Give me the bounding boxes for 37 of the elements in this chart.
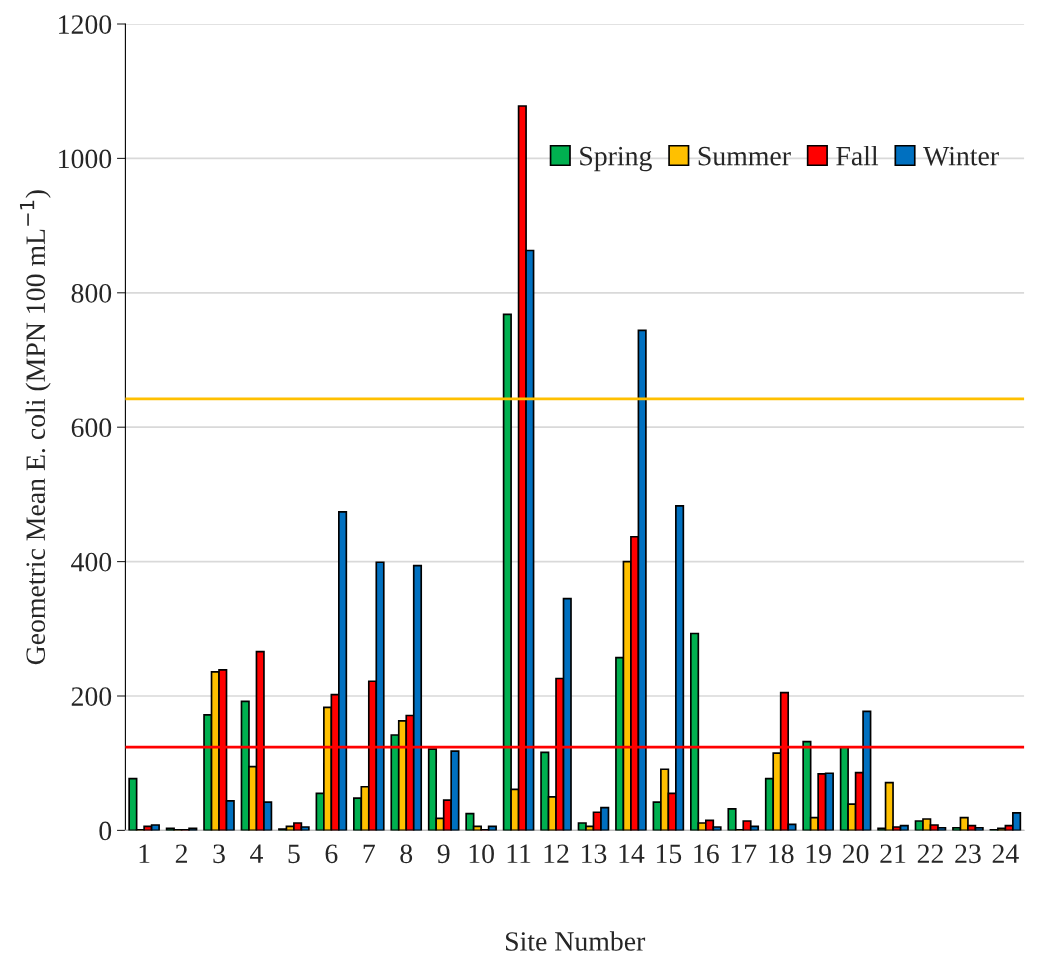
x-tick-label: 9 bbox=[437, 844, 450, 864]
x-tick-label: 16 bbox=[694, 844, 719, 864]
x-tick-label: 4 bbox=[250, 844, 263, 863]
x-tick-label: 2 bbox=[175, 844, 187, 863]
x-tick-label: 3 bbox=[213, 844, 225, 864]
x-tick-label: 18 bbox=[769, 844, 794, 864]
y-tick-label: 600 bbox=[71, 418, 112, 438]
x-tick-label: 24 bbox=[992, 844, 1019, 863]
y-axis-title: Geometric Mean E. coli (MPN 100 mL$^{−1}$) bbox=[19, 190, 51, 665]
x-tick-label: 1 bbox=[139, 844, 150, 863]
legend-label: Winter bbox=[923, 146, 999, 166]
x-tick-label: 14 bbox=[619, 844, 645, 863]
x-axis-title: Site Number bbox=[506, 931, 646, 951]
x-tick-label: 20 bbox=[842, 844, 869, 864]
y-tick-label: 800 bbox=[71, 283, 112, 303]
x-tick-label: 22 bbox=[917, 844, 943, 863]
x-tick-label: 21 bbox=[880, 844, 906, 863]
y-tick-label: 1200 bbox=[59, 15, 112, 34]
legend-label: Spring bbox=[580, 146, 652, 172]
x-tick-label: 15 bbox=[656, 844, 682, 864]
y-tick-label: 200 bbox=[71, 687, 112, 706]
x-tick-label: 12 bbox=[544, 844, 569, 863]
legend-label: Summer bbox=[698, 146, 791, 166]
y-tick-label: 400 bbox=[71, 552, 112, 572]
y-tick-label: 0 bbox=[99, 821, 112, 841]
x-tick-label: 19 bbox=[806, 844, 831, 864]
x-tick-label: 5 bbox=[288, 844, 300, 864]
x-tick-label: 10 bbox=[469, 844, 494, 864]
x-tick-label: 17 bbox=[731, 844, 757, 863]
x-tick-label: 6 bbox=[325, 844, 338, 864]
legend-label: Fall bbox=[836, 145, 879, 166]
x-tick-label: 11 bbox=[507, 844, 531, 863]
x-tick-label: 23 bbox=[955, 844, 981, 864]
y-tick-label: 1000 bbox=[59, 149, 112, 169]
x-tick-label: 8 bbox=[400, 844, 413, 864]
x-tick-label: 7 bbox=[363, 844, 375, 863]
x-tick-label: 13 bbox=[582, 844, 607, 864]
